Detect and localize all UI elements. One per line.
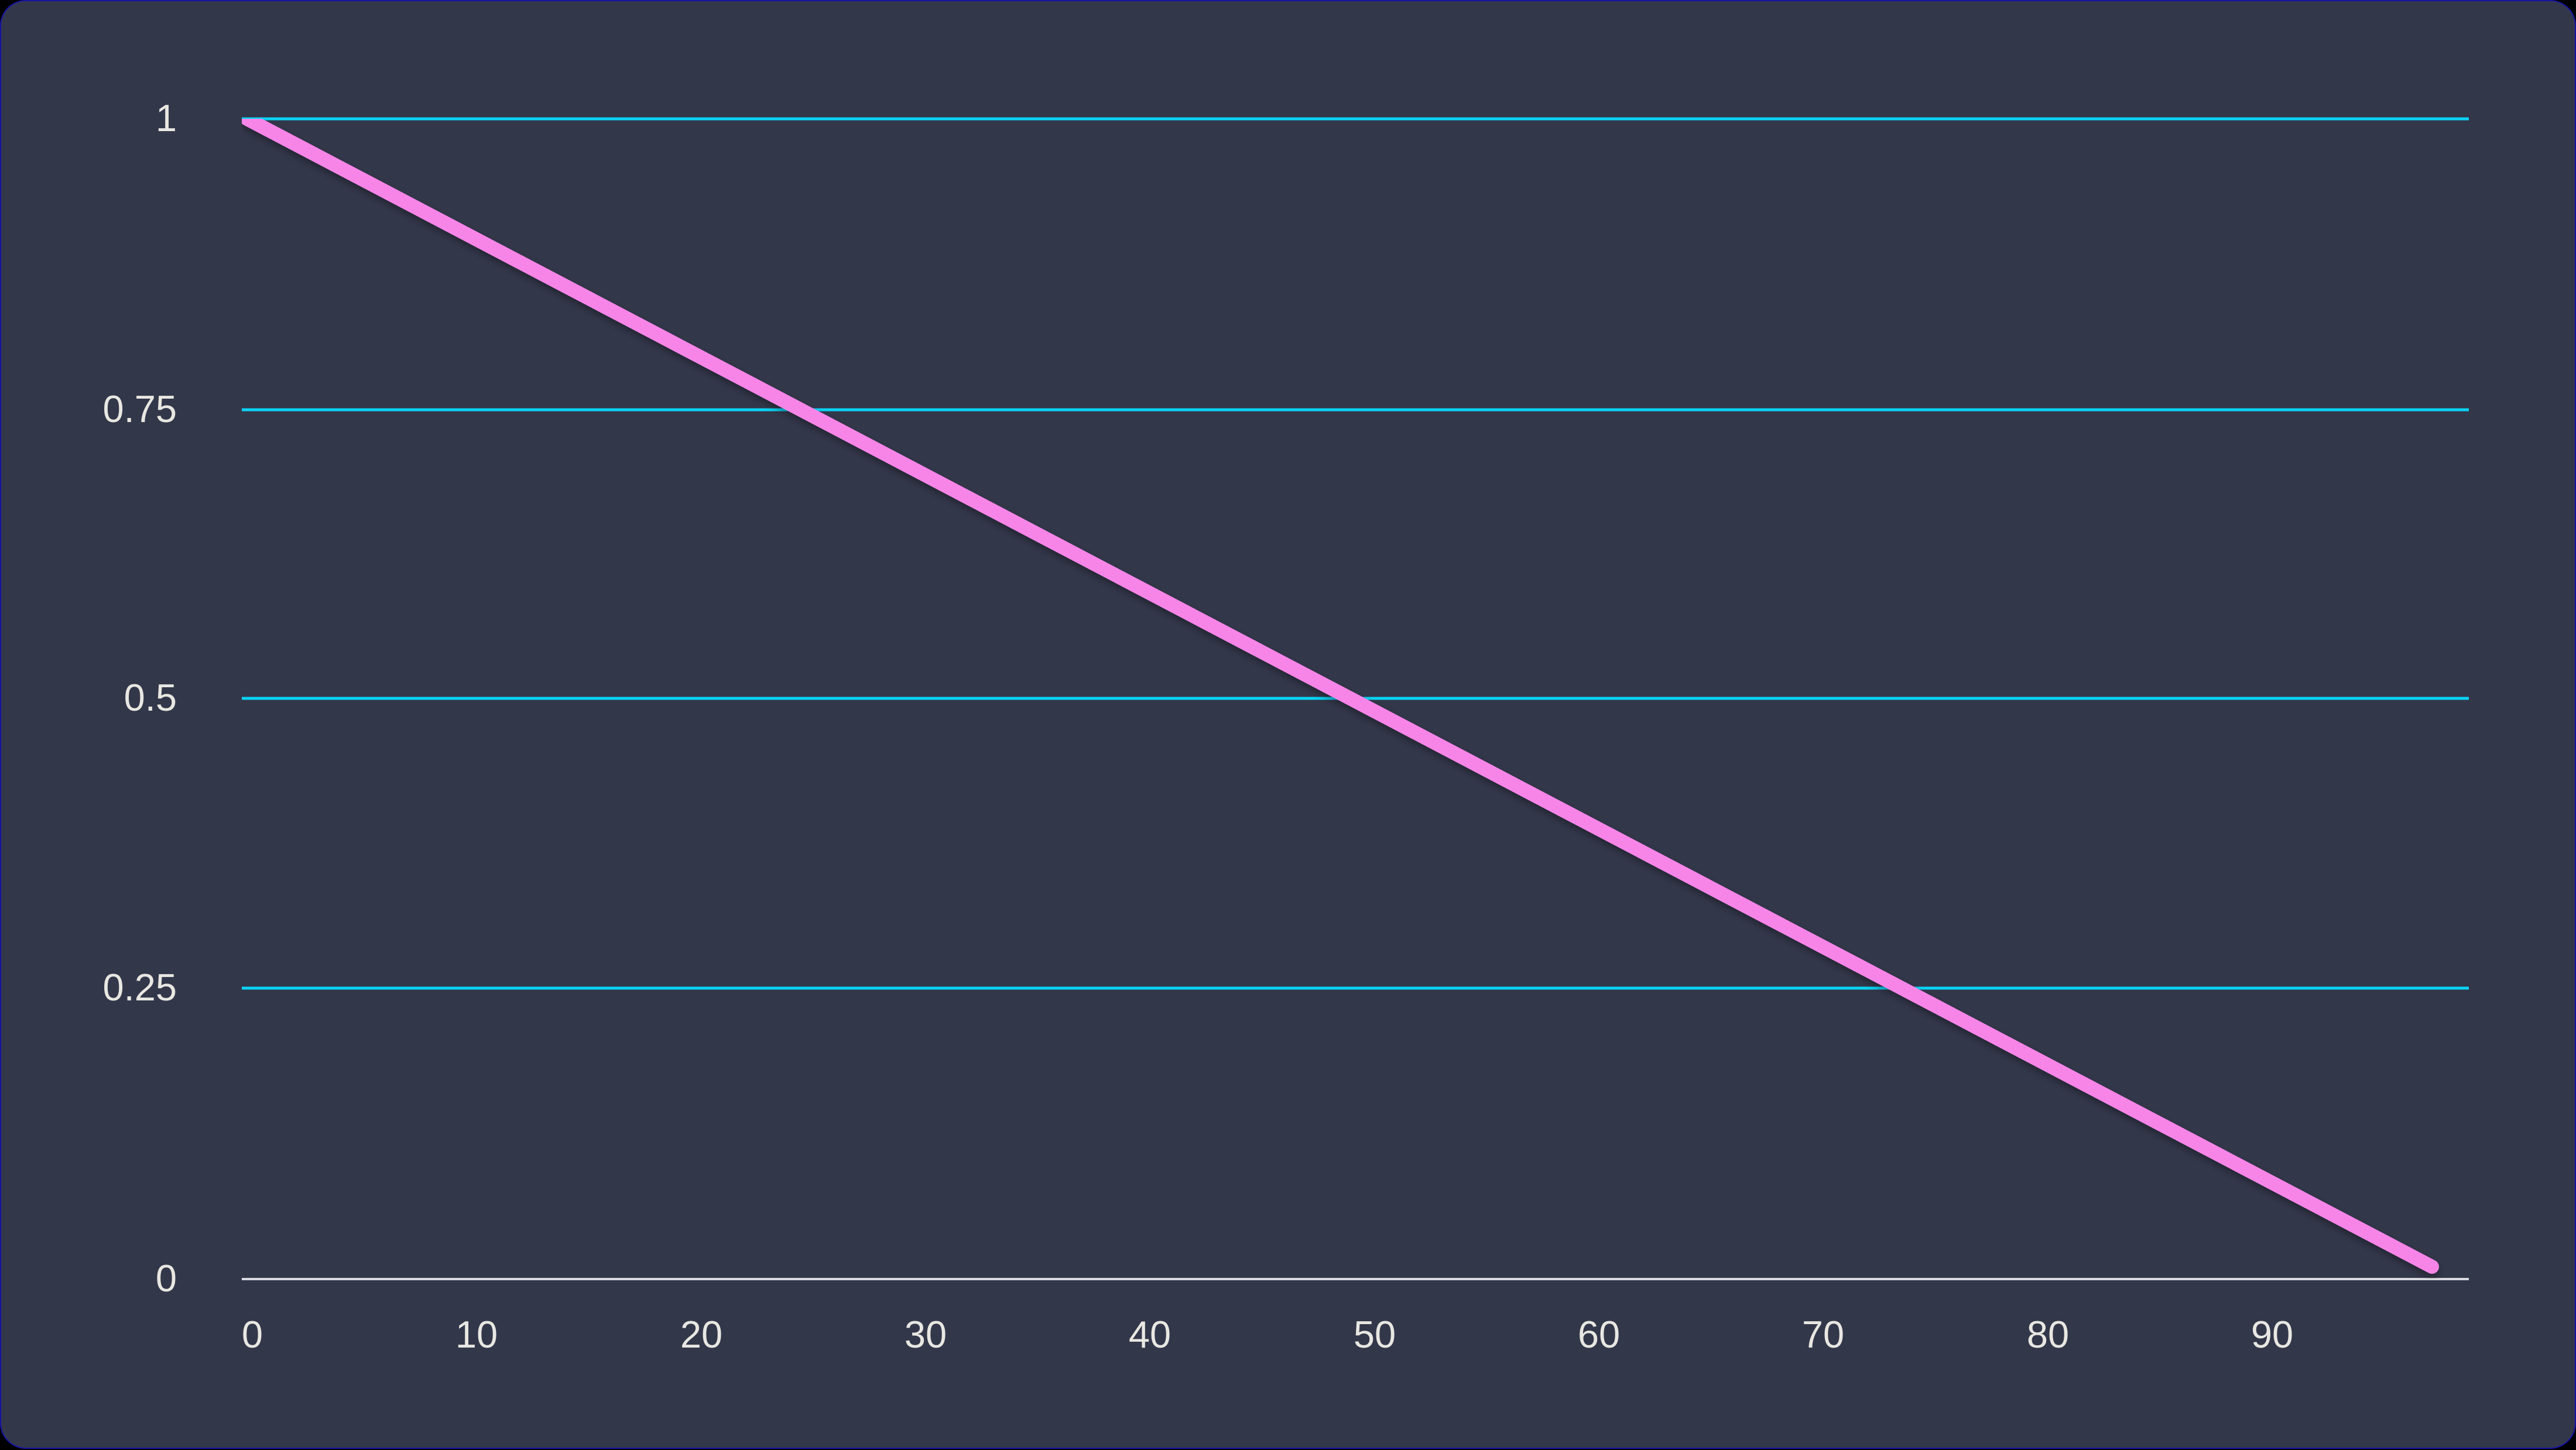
svg-text:1: 1: [156, 97, 177, 139]
svg-text:70: 70: [1802, 1313, 1844, 1356]
svg-text:30: 30: [905, 1313, 947, 1356]
svg-text:20: 20: [680, 1313, 722, 1356]
svg-text:40: 40: [1129, 1313, 1171, 1356]
svg-text:0.25: 0.25: [102, 966, 177, 1009]
svg-text:60: 60: [1578, 1313, 1620, 1356]
svg-text:0.5: 0.5: [124, 676, 177, 719]
svg-text:80: 80: [2027, 1313, 2069, 1356]
svg-text:90: 90: [2251, 1313, 2293, 1356]
svg-text:0: 0: [156, 1257, 177, 1300]
svg-text:0: 0: [242, 1313, 263, 1356]
svg-text:50: 50: [1354, 1313, 1396, 1356]
svg-text:0.75: 0.75: [102, 388, 177, 430]
svg-text:10: 10: [455, 1313, 498, 1356]
